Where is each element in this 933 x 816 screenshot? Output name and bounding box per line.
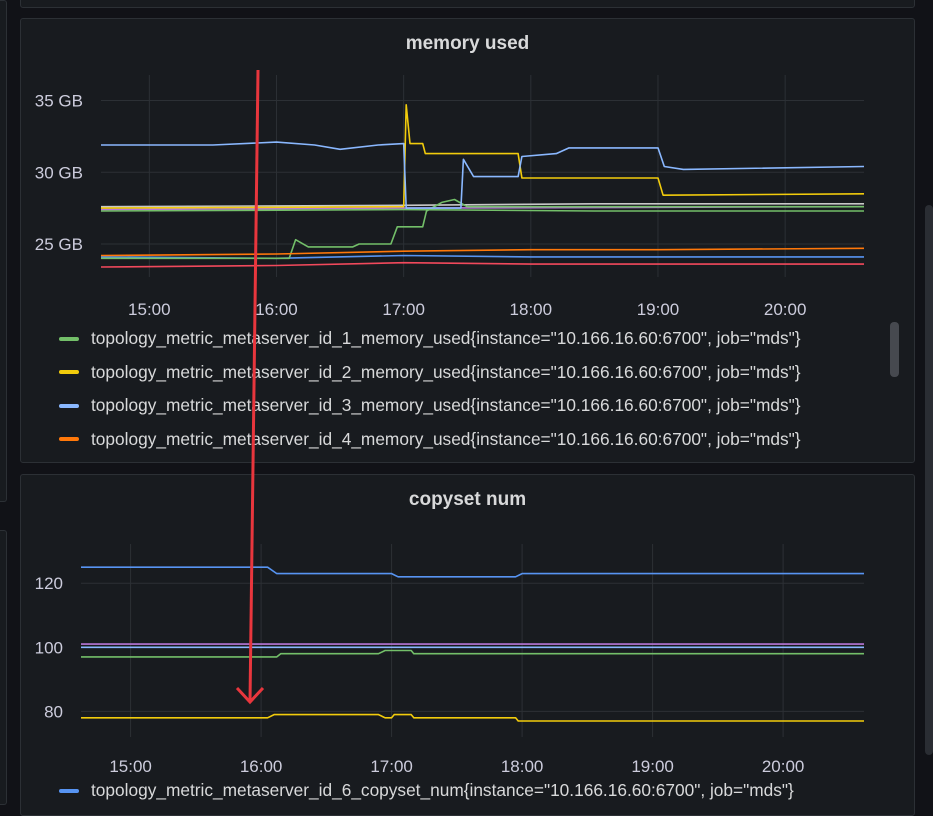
y-tick-label: 120 bbox=[35, 574, 63, 593]
legend-swatch bbox=[59, 437, 79, 442]
x-tick-label: 15:00 bbox=[128, 300, 171, 319]
series-line-unlisted bbox=[100, 208, 864, 212]
memory-used-panel[interactable]: memory used 15:00 16:00 17:00 18:00 19:00 20:… bbox=[20, 18, 915, 463]
legend-item[interactable]: topology_metric_metaserver_id_3_memory_u… bbox=[59, 389, 801, 423]
x-tick-label: 16:00 bbox=[240, 757, 283, 776]
legend-item[interactable]: topology_metric_metaserver_id_6_copyset_… bbox=[59, 774, 794, 808]
legend-label: topology_metric_metaserver_id_4_memory_u… bbox=[91, 428, 801, 449]
legend-swatch bbox=[59, 370, 79, 375]
legend-label: topology_metric_metaserver_id_2_memory_u… bbox=[91, 361, 801, 382]
panel-title[interactable]: copyset num bbox=[408, 489, 527, 510]
legend-scrollbar[interactable] bbox=[890, 322, 899, 377]
x-tick-label: 18:00 bbox=[501, 757, 544, 776]
previous-panel-edge bbox=[20, 0, 915, 8]
legend-label: topology_metric_metaserver_id_3_memory_u… bbox=[91, 395, 801, 416]
copyset-num-chart[interactable]: 15:00 16:00 17:00 18:00 19:00 20:00 120 100 80 bbox=[21, 475, 914, 815]
x-tick-label: 18:00 bbox=[510, 300, 553, 319]
x-tick-label: 19:00 bbox=[637, 300, 680, 319]
legend-swatch bbox=[59, 336, 79, 341]
panel-title[interactable]: memory used bbox=[405, 33, 530, 54]
memory-used-legend: topology_metric_metaserver_id_1_memory_u… bbox=[59, 322, 801, 456]
copyset-num-panel[interactable]: copyset num 15:00 16:00 17:00 18:00 19:00 20:… bbox=[20, 474, 915, 816]
legend-item[interactable]: topology_metric_metaserver_id_4_memory_u… bbox=[59, 423, 801, 457]
series-line-unlisted bbox=[81, 713, 864, 722]
series-line bbox=[100, 104, 865, 209]
left-panel-edge bbox=[0, 0, 7, 502]
series-line bbox=[101, 198, 864, 260]
page-scrollbar[interactable] bbox=[925, 205, 933, 755]
legend-swatch bbox=[59, 788, 79, 793]
series-line bbox=[101, 141, 865, 209]
y-tick-label: 25 GB bbox=[35, 235, 83, 254]
y-tick-label: 100 bbox=[35, 638, 63, 657]
x-tick-label: 20:00 bbox=[762, 757, 805, 776]
series-line-unlisted bbox=[100, 261, 864, 268]
left-panel-edge-lower bbox=[0, 530, 7, 805]
x-tick-label: 17:00 bbox=[382, 300, 425, 319]
legend-label: topology_metric_metaserver_id_1_memory_u… bbox=[91, 328, 801, 349]
y-tick-label: 30 GB bbox=[35, 163, 83, 182]
y-tick-label: 35 GB bbox=[35, 92, 83, 111]
legend-swatch bbox=[59, 403, 79, 408]
series-line bbox=[100, 247, 865, 257]
y-tick-label: 80 bbox=[44, 702, 63, 721]
x-tick-label: 19:00 bbox=[631, 757, 674, 776]
x-tick-label: 16:00 bbox=[255, 300, 298, 319]
legend-label: topology_metric_metaserver_id_6_copyset_… bbox=[91, 780, 794, 801]
x-tick-label: 15:00 bbox=[109, 757, 152, 776]
legend-item[interactable]: topology_metric_metaserver_id_2_memory_u… bbox=[59, 356, 801, 390]
copyset-num-legend: topology_metric_metaserver_id_6_copyset_… bbox=[59, 774, 794, 808]
series-line-unlisted bbox=[81, 649, 864, 658]
x-tick-label: 20:00 bbox=[764, 300, 807, 319]
series-line bbox=[81, 566, 864, 578]
legend-item[interactable]: topology_metric_metaserver_id_1_memory_u… bbox=[59, 322, 801, 356]
x-tick-label: 17:00 bbox=[370, 757, 413, 776]
